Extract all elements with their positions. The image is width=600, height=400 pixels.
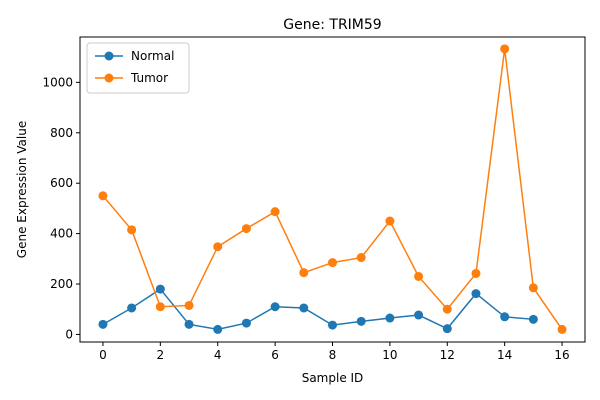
data-point-tumor <box>356 253 366 263</box>
chart-title: Gene: TRIM59 <box>283 17 381 33</box>
data-point-normal <box>471 289 481 299</box>
data-point-tumor <box>385 216 395 226</box>
data-point-normal <box>328 320 337 330</box>
data-point-normal <box>241 318 251 328</box>
x-tick-label: 16 <box>554 348 569 362</box>
data-point-normal <box>213 324 223 334</box>
x-tick-label: 10 <box>382 348 397 362</box>
x-tick-label: 12 <box>440 348 455 362</box>
y-axis-ticks: 0 200 400 600 800 1000 <box>42 75 80 341</box>
data-point-tumor <box>414 271 424 281</box>
x-axis-title: Sample ID <box>302 371 364 385</box>
data-point-tumor <box>270 207 280 217</box>
data-point-tumor <box>557 324 567 334</box>
data-point-tumor <box>98 191 108 201</box>
y-axis-title: Gene Expression Value <box>15 121 29 258</box>
y-tick-label: 800 <box>50 126 73 140</box>
data-point-tumor <box>528 283 538 293</box>
series-layer <box>98 44 567 334</box>
data-point-tumor <box>184 300 194 310</box>
data-point-normal <box>299 303 309 313</box>
legend-label-tumor: Tumor <box>130 71 168 85</box>
data-point-tumor <box>213 242 223 252</box>
legend: Normal Tumor <box>86 42 190 94</box>
data-point-tumor <box>500 44 510 54</box>
data-point-tumor <box>155 302 165 312</box>
legend-label-normal: Normal <box>131 49 174 63</box>
data-point-normal <box>98 319 108 329</box>
series-line-normal <box>102 288 534 331</box>
data-point-tumor <box>328 258 337 268</box>
data-point-normal <box>155 284 165 294</box>
x-tick-label: 4 <box>214 348 222 362</box>
x-tick-label: 2 <box>157 348 165 362</box>
x-tick-label: 14 <box>497 348 512 362</box>
y-tick-label: 0 <box>65 327 73 341</box>
data-point-normal <box>414 310 424 320</box>
data-point-tumor <box>442 304 452 314</box>
data-point-normal <box>528 314 538 324</box>
data-point-tumor <box>241 224 251 234</box>
legend-marker-tumor <box>104 73 114 83</box>
data-point-normal <box>270 302 280 312</box>
legend-marker-normal <box>104 51 114 61</box>
y-tick-label: 1000 <box>42 75 73 89</box>
data-point-normal <box>385 313 395 323</box>
y-tick-label: 400 <box>50 227 73 241</box>
x-tick-label: 0 <box>99 348 107 362</box>
y-tick-label: 600 <box>50 176 73 190</box>
data-point-tumor <box>299 268 309 278</box>
data-point-tumor <box>471 268 481 278</box>
data-point-normal <box>356 316 366 326</box>
data-point-normal <box>184 319 194 329</box>
y-tick-label: 200 <box>50 277 73 291</box>
data-point-tumor <box>127 225 137 235</box>
x-axis-ticks: 0 2 4 6 8 10 12 14 16 <box>99 342 570 362</box>
x-tick-label: 6 <box>271 348 279 362</box>
data-point-normal <box>500 312 510 322</box>
data-point-normal <box>127 303 137 313</box>
x-tick-label: 8 <box>329 348 337 362</box>
data-point-normal <box>442 324 452 334</box>
